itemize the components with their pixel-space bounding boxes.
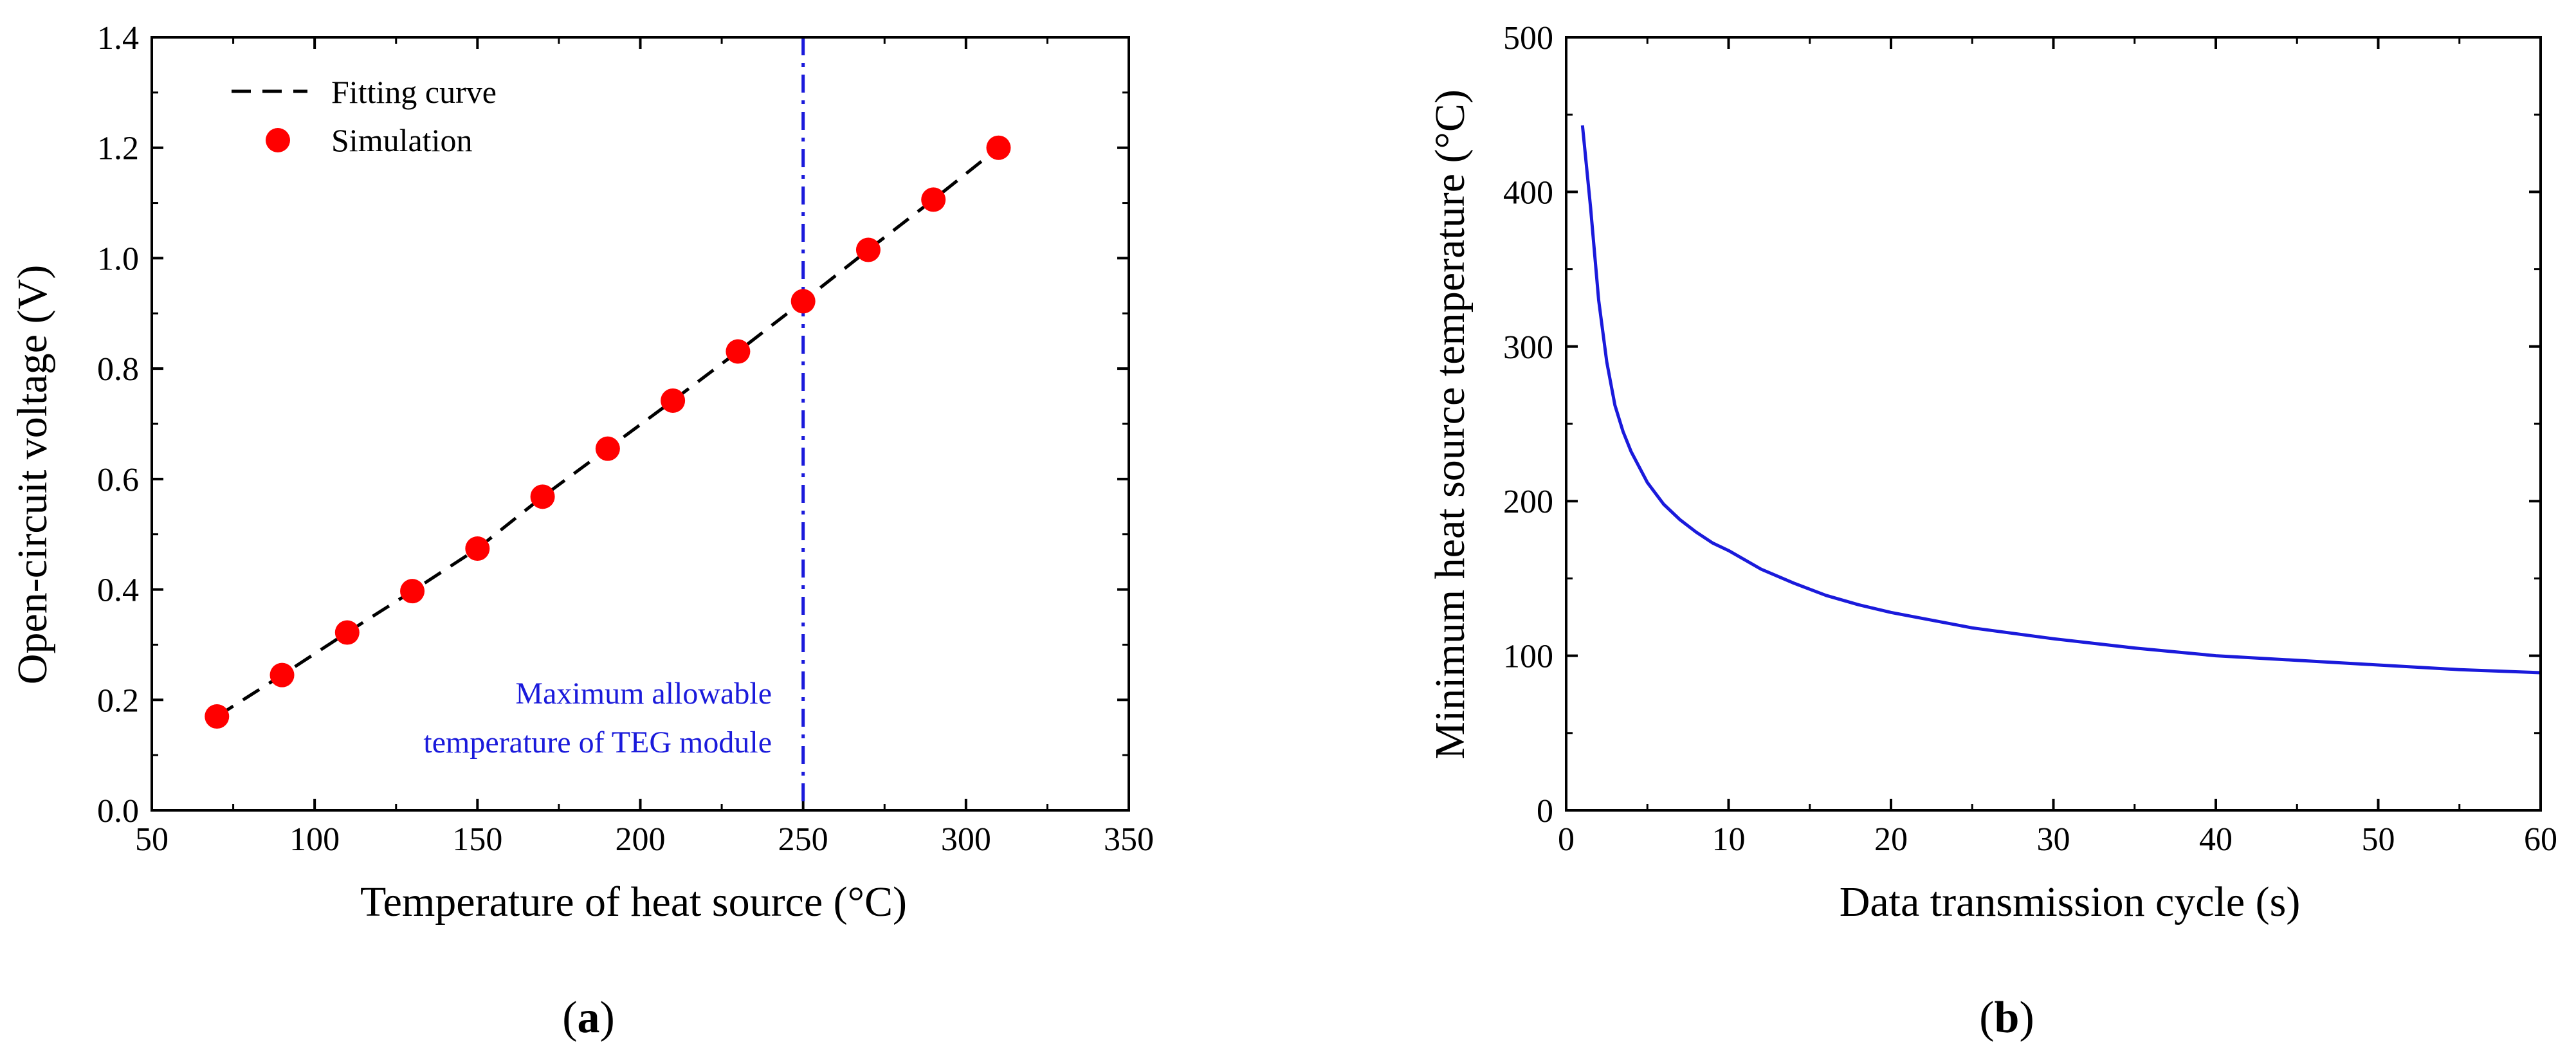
panel-a-simulation-point [205,704,230,729]
panel-a-x-tick-label: 200 [616,821,666,858]
panel-b-chart: 0 100 200 300 400 500 0 10 20 30 40 50 60 Data tran… [1427,20,2557,1042]
panel-b-x-tick-label: 60 [2524,821,2557,858]
panel-a-y-ticks: 0.0 0.2 0.4 0.6 0.8 1.0 1.2 1.4 [97,20,1129,830]
panel-a-fitting-curve [215,146,1000,718]
panel-a-simulation-point [465,536,490,561]
panel-a-y-tick-label: 0.0 [97,793,139,830]
panel-b-y-tick-label: 200 [1503,484,1553,520]
panel-a-legend: Fitting curve Simulation [232,74,497,158]
panel-b-y-tick-label: 300 [1503,329,1553,366]
panel-a-y-tick-label: 0.6 [97,462,139,498]
panel-b-x-tick-label: 20 [1874,821,1908,858]
panel-a-simulation-point [400,579,425,604]
panel-a-x-axis-title: Temperature of heat source (°C) [360,879,907,925]
panel-a-simulation-point [855,237,881,262]
panel-a-y-tick-label: 0.2 [97,682,139,719]
panel-b-y-tick-label: 0 [1537,793,1553,830]
panel-b-x-tick-label: 10 [1712,821,1746,858]
panel-a-x-tick-label: 150 [452,821,502,858]
panel-a-y-tick-label: 1.4 [97,20,139,57]
panel-a-simulation-point [334,620,360,645]
panel-a-simulation-point [269,662,295,687]
panel-b-y-axis-title: Minimum heat source temperature (°C) [1427,89,1474,760]
panel-b-x-axis-title: Data transmission cycle (s) [1840,879,2301,925]
panel-a-simulation-point [595,436,620,461]
panel-b-y-tick-label: 400 [1503,174,1553,211]
annotation-line-1: Maximum allowable [515,677,772,711]
panel-a-chart: 0.0 0.2 0.4 0.6 0.8 1.0 1.2 1.4 50 100 150 200 250 3… [9,20,1154,1042]
panel-b-x-tick-label: 0 [1558,821,1575,858]
panel-a-simulation-point [986,135,1011,160]
legend-simulation-swatch [266,128,290,152]
panel-b-y-tick-label: 500 [1503,20,1553,57]
annotation-line-2: temperature of TEG module [423,725,772,760]
panel-a-y-tick-label: 1.0 [97,241,139,277]
panel-a-x-ticks: 50 100 150 200 250 300 350 [135,37,1154,858]
panel-a-simulation-point [661,388,686,413]
panel-b-plot-frame [1565,36,2542,812]
panel-b-y-tick-label: 100 [1503,639,1553,675]
panel-a-plot-frame [151,36,1130,812]
panel-b-y-ticks: 0 100 200 300 400 500 [1503,20,2541,830]
panel-a-y-tick-label: 0.4 [97,572,139,609]
panel-a-simulation-point [530,484,555,509]
legend-simulation-label: Simulation [331,122,472,158]
panel-a-simulation-point [921,187,946,212]
panel-b-x-tick-label: 30 [2037,821,2070,858]
panel-a-y-tick-label: 0.8 [97,351,139,388]
panel-b-curve-group [1580,125,2541,675]
panel-a-x-tick-label: 50 [135,821,169,858]
panel-a-x-tick-label: 300 [941,821,991,858]
legend-fitting-curve-label: Fitting curve [331,74,497,110]
panel-b-x-tick-label: 50 [2362,821,2395,858]
panel-b-curve [1580,125,2541,675]
panel-a-label: (a) [562,993,615,1042]
panel-a-x-tick-label: 100 [289,821,340,858]
panel-a-x-tick-label: 250 [778,821,828,858]
panel-a-x-tick-label: 350 [1104,821,1154,858]
panel-a-y-axis-title: Open-circuit voltage (V) [9,265,56,684]
panel-b-label: (b) [1979,993,2034,1042]
panel-a-fitting-curve-group [215,146,1000,718]
panel-a-simulation-point [790,289,816,314]
panel-a-simulation-points [205,135,1011,729]
panel-a-simulation-point [726,339,751,364]
panel-a-y-tick-label: 1.2 [97,131,139,167]
panel-b-x-tick-label: 40 [2199,821,2233,858]
panel-a-annotation: Maximum allowable temperature of TEG mod… [423,677,772,760]
panel-b-x-ticks: 0 10 20 30 40 50 60 [1558,37,2557,858]
